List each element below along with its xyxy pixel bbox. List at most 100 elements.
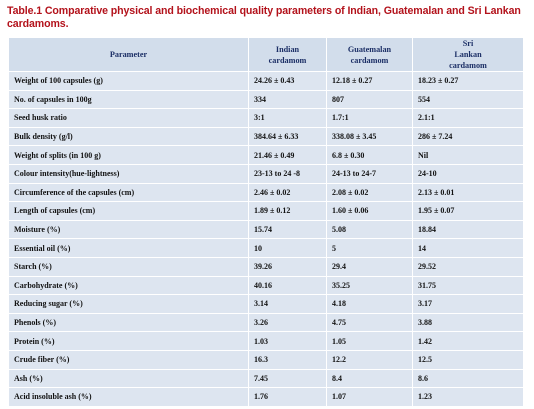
- parameter-cell: Colour intensity(hue-lightness): [8, 163, 249, 184]
- parameter-cell: Circumference of the capsules (cm): [8, 182, 249, 203]
- header-text: Parameter: [109, 50, 148, 59]
- table-body: Weight of 100 capsules (g) 24.26 ± 0.43 12…: [8, 71, 524, 407]
- header-text: Indian cardamom: [268, 44, 307, 65]
- value-cell: 12.5: [412, 349, 524, 370]
- data-table: Parameter Indian cardamom Guatemalan carda…: [8, 37, 524, 407]
- parameter-cell: Weight of 100 capsules (g): [8, 71, 249, 91]
- value-cell: 3.88: [412, 312, 524, 333]
- table-row: Length of capsules (cm) 1.89 ± 0.12 1.60 ±…: [8, 201, 524, 221]
- table-row: Essential oil (%) 10 5 14: [8, 238, 524, 258]
- value-cell: 2.08 ± 0.02: [326, 182, 413, 203]
- table-row: Moisture (%) 15.74 5.08 18.84: [8, 219, 524, 240]
- table-row: Circumference of the capsules (cm) 2.46 ±…: [8, 182, 524, 203]
- value-cell: 23-13 to 24 -8: [248, 163, 327, 184]
- value-cell: 3:1: [248, 108, 327, 128]
- header-text: Guatemalan cardamom: [347, 44, 392, 65]
- parameter-cell: Essential oil (%): [8, 238, 249, 258]
- table-title: Table.1 Comparative physical and biochem…: [7, 5, 521, 30]
- value-cell: 15.74: [248, 219, 327, 240]
- value-cell: 2.13 ± 0.01: [412, 182, 524, 203]
- value-cell: 286 ± 7.24: [412, 126, 524, 147]
- value-cell: 1.42: [412, 331, 524, 351]
- value-cell: 1.23: [412, 387, 524, 407]
- value-cell: 6.8 ± 0.30: [326, 145, 413, 165]
- value-cell: 3.17: [412, 294, 524, 314]
- table-row: Reducing sugar (%) 3.14 4.18 3.17: [8, 294, 524, 314]
- value-cell: 1.03: [248, 331, 327, 351]
- table-row: Seed husk ratio 3:1 1.7:1 2.1:1: [8, 108, 524, 128]
- value-cell: 334: [248, 89, 327, 110]
- parameter-cell: Carbohydrate (%): [8, 275, 249, 296]
- header-text: Sri Lankan cardamom: [449, 39, 487, 70]
- value-cell: 16.3: [248, 349, 327, 370]
- table-row: Carbohydrate (%) 40.16 35.25 31.75: [8, 275, 524, 296]
- parameter-cell: Bulk density (g/l): [8, 126, 249, 147]
- table-row: Bulk density (g/l) 384.64 ± 6.33 338.08 ± …: [8, 126, 524, 147]
- value-cell: 31.75: [412, 275, 524, 296]
- value-cell: 3.26: [248, 312, 327, 333]
- parameter-cell: No. of capsules in 100g: [8, 89, 249, 110]
- value-cell: 18.23 ± 0.27: [412, 71, 524, 91]
- header-row: Parameter Indian cardamom Guatemalan carda…: [8, 37, 524, 72]
- value-cell: 10: [248, 238, 327, 258]
- table-row: Phenols (%) 3.26 4.75 3.88: [8, 312, 524, 333]
- value-cell: 5.08: [326, 219, 413, 240]
- value-cell: 1.60 ± 0.06: [326, 201, 413, 221]
- parameter-cell: Acid insoluble ash (%): [8, 387, 249, 407]
- value-cell: 3.14: [248, 294, 327, 314]
- value-cell: 8.4: [326, 368, 413, 389]
- value-cell: 1.89 ± 0.12: [248, 201, 327, 221]
- value-cell: 18.84: [412, 219, 524, 240]
- value-cell: 1.07: [326, 387, 413, 407]
- table-row: Protein (%) 1.03 1.05 1.42: [8, 331, 524, 351]
- table-row: Ash (%) 7.45 8.4 8.6: [8, 368, 524, 389]
- parameter-cell: Protein (%): [8, 331, 249, 351]
- parameter-cell: Weight of splits (in 100 g): [8, 145, 249, 165]
- value-cell: 338.08 ± 3.45: [326, 126, 413, 147]
- value-cell: 4.75: [326, 312, 413, 333]
- table-row: Weight of splits (in 100 g) 21.46 ± 0.49 6…: [8, 145, 524, 165]
- value-cell: Nil: [412, 145, 524, 165]
- value-cell: 384.64 ± 6.33: [248, 126, 327, 147]
- value-cell: 2.46 ± 0.02: [248, 182, 327, 203]
- table-row: Acid insoluble ash (%) 1.76 1.07 1.23: [8, 387, 524, 407]
- value-cell: 807: [326, 89, 413, 110]
- parameter-cell: Ash (%): [8, 368, 249, 389]
- table-row: No. of capsules in 100g 334 807 554: [8, 89, 524, 110]
- header-cell: Guatemalan cardamom: [326, 37, 413, 72]
- value-cell: 8.6: [412, 368, 524, 389]
- value-cell: 29.52: [412, 256, 524, 277]
- value-cell: 21.46 ± 0.49: [248, 145, 327, 165]
- value-cell: 12.18 ± 0.27: [326, 71, 413, 91]
- value-cell: 40.16: [248, 275, 327, 296]
- parameter-cell: Seed husk ratio: [8, 108, 249, 128]
- value-cell: 554: [412, 89, 524, 110]
- value-cell: 12.2: [326, 349, 413, 370]
- parameter-cell: Phenols (%): [8, 312, 249, 333]
- table-row: Weight of 100 capsules (g) 24.26 ± 0.43 12…: [8, 71, 524, 91]
- value-cell: 39.26: [248, 256, 327, 277]
- parameter-cell: Crude fiber (%): [8, 349, 249, 370]
- value-cell: 24-13 to 24-7: [326, 163, 413, 184]
- value-cell: 7.45: [248, 368, 327, 389]
- value-cell: 4.18: [326, 294, 413, 314]
- value-cell: 35.25: [326, 275, 413, 296]
- table-row: Crude fiber (%) 16.3 12.2 12.5: [8, 349, 524, 370]
- header-cell: Parameter: [8, 37, 249, 72]
- value-cell: 1.76: [248, 387, 327, 407]
- value-cell: 24.26 ± 0.43: [248, 71, 327, 91]
- value-cell: 2.1:1: [412, 108, 524, 128]
- value-cell: 1.05: [326, 331, 413, 351]
- parameter-cell: Reducing sugar (%): [8, 294, 249, 314]
- parameter-cell: Starch (%): [8, 256, 249, 277]
- table-row: Starch (%) 39.26 29.4 29.52: [8, 256, 524, 277]
- value-cell: 1.7:1: [326, 108, 413, 128]
- parameter-cell: Moisture (%): [8, 219, 249, 240]
- parameter-cell: Length of capsules (cm): [8, 201, 249, 221]
- value-cell: 5: [326, 238, 413, 258]
- value-cell: 24-10: [412, 163, 524, 184]
- table-head: Parameter Indian cardamom Guatemalan carda…: [8, 37, 524, 72]
- table-row: Colour intensity(hue-lightness) 23-13 to …: [8, 163, 524, 184]
- value-cell: 29.4: [326, 256, 413, 277]
